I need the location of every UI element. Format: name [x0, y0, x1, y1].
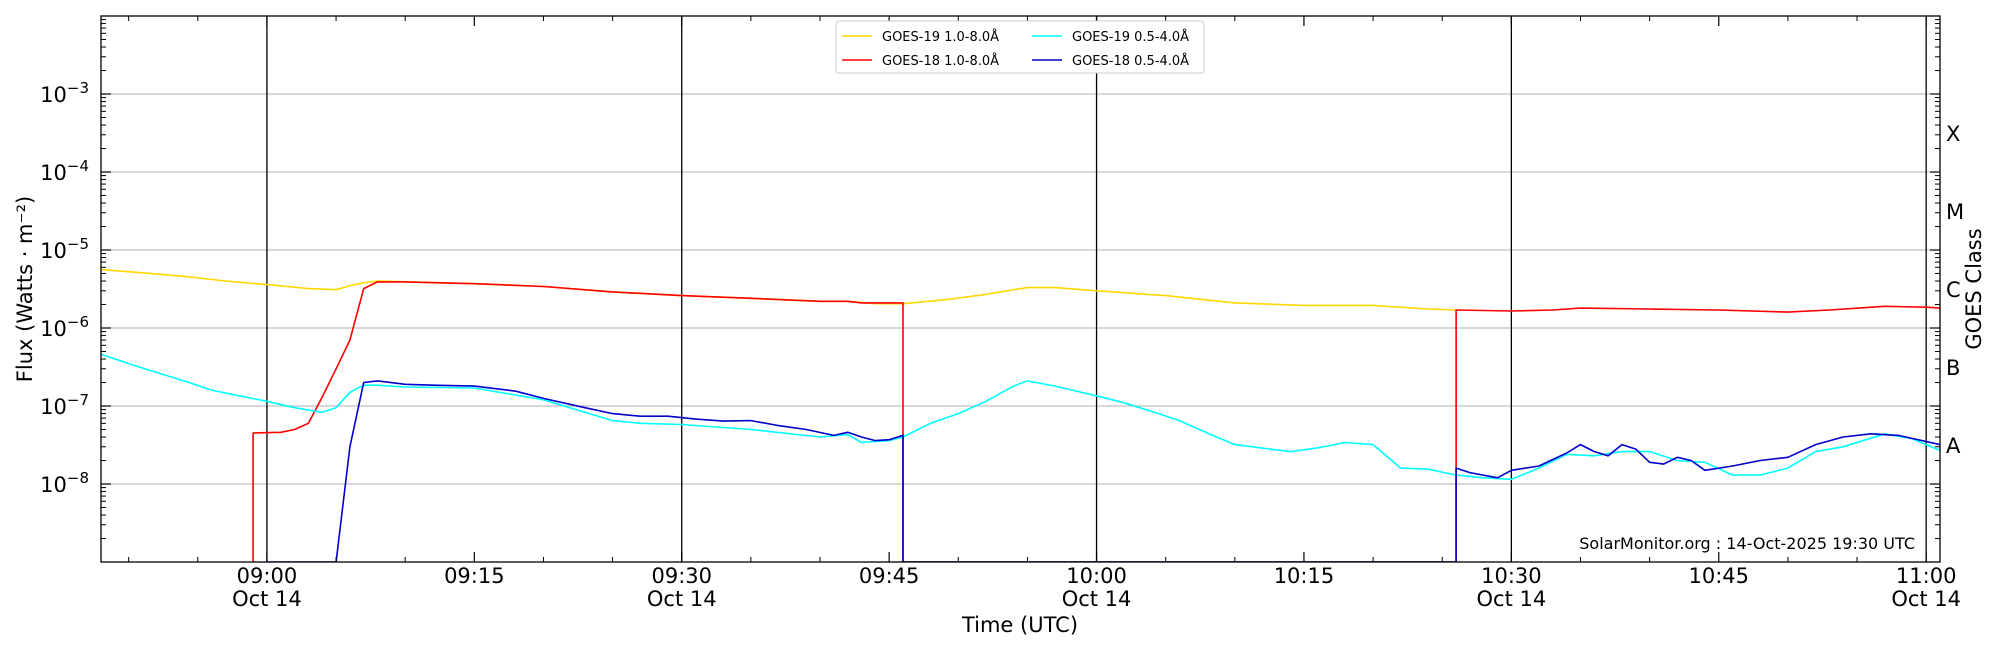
- x-tick-label: 11:00: [1896, 564, 1957, 588]
- y-tick-label: 10−5: [40, 235, 89, 263]
- x-tick-date-label: Oct 14: [1477, 587, 1547, 611]
- legend-entry: GOES-19 1.0-8.0Å: [882, 29, 999, 45]
- goes-class-labels: A B C M X: [1946, 122, 1964, 458]
- y-tick-label: 10−4: [40, 157, 89, 185]
- x-tick-date-label: Oct 14: [647, 587, 717, 611]
- x-tick-label: 09:45: [859, 564, 920, 588]
- goes-class-label: A: [1946, 434, 1961, 458]
- legend-entry: GOES-18 1.0-8.0Å: [882, 53, 999, 69]
- horizontal-grid: [101, 93, 1940, 485]
- x-tick-label: 10:45: [1689, 564, 1750, 588]
- x-tick-label: 10:30: [1481, 564, 1542, 588]
- x-tick-label: 09:30: [651, 564, 712, 588]
- x-tick-date-label: Oct 14: [232, 587, 302, 611]
- y-tick-label: 10−3: [40, 79, 89, 107]
- x-axis-label: Time (UTC): [961, 613, 1078, 637]
- x-tick-label: 10:00: [1066, 564, 1127, 588]
- x-tick-date-label: Oct 14: [1891, 587, 1961, 611]
- y-tick-label: 10−6: [40, 313, 89, 341]
- y-axis-label: Flux (Watts · m⁻²): [13, 196, 37, 382]
- goes-class-label: C: [1946, 278, 1961, 302]
- y-tick-labels: 10−8 10−7 10−6 10−5 10−4 10−3: [40, 79, 89, 497]
- legend-entry: GOES-18 0.5-4.0Å: [1072, 53, 1189, 69]
- y2-axis-label: GOES Class: [1962, 228, 1986, 349]
- goes-class-label: B: [1946, 356, 1960, 380]
- series-line: [252, 281, 1940, 562]
- y-tick-label: 10−7: [40, 391, 89, 419]
- y-tick-label: 10−8: [40, 469, 89, 497]
- series-line: [101, 353, 1940, 481]
- x-tick-date-label: Oct 14: [1062, 587, 1132, 611]
- plot-frame: [100, 15, 1941, 563]
- watermark-text: SolarMonitor.org : 14-Oct-2025 19:30 UTC: [1579, 534, 1915, 553]
- legend-box: [835, 20, 1205, 74]
- legend-entry: GOES-19 0.5-4.0Å: [1072, 29, 1189, 45]
- series-line: [266, 380, 1940, 562]
- legend: GOES-19 1.0-8.0Å GOES-19 0.5-4.0Å GOES-18 …: [835, 20, 1205, 74]
- axis-ticks: [101, 16, 1940, 562]
- x-tick-label: 09:00: [237, 564, 298, 588]
- x-tick-label: 10:15: [1274, 564, 1335, 588]
- x-tick-label: 09:15: [444, 564, 505, 588]
- series-layer: [101, 268, 1940, 562]
- goes-class-label: X: [1946, 122, 1960, 146]
- goes-class-label: M: [1946, 200, 1964, 224]
